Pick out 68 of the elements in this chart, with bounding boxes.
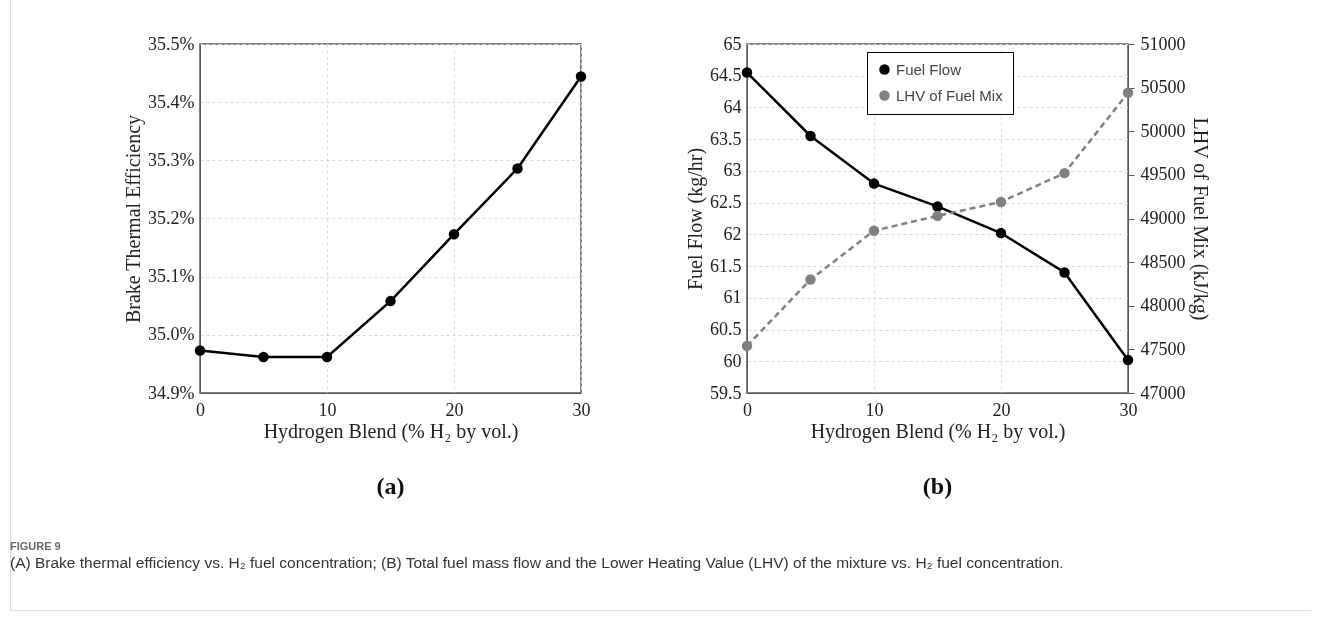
y-tick-label: 61 <box>723 287 742 308</box>
y-tick-label: 64 <box>723 96 742 117</box>
y2-tick-label: 49000 <box>1140 208 1186 228</box>
y-tick-label: 62 <box>723 223 742 244</box>
point <box>321 351 333 363</box>
text: (A) Brake thermal efficiency vs. H₂ fuel concentration; (B) Total fuel mass flow and the Lower Heating Value (LHV) of the mixture vs. H₂ fuel concentration. <box>10 553 1065 573</box>
x-tick-label: 20 <box>992 399 1011 420</box>
y-axis-title: Fuel Flow (kg/hr) <box>684 147 707 291</box>
y-tick-label: 60.5 <box>710 319 742 340</box>
point <box>194 345 206 356</box>
y-tick-label: 65 <box>723 33 742 54</box>
text: (b) <box>922 473 953 499</box>
y-tick-label: 34.9% <box>148 382 195 403</box>
point <box>1059 267 1070 278</box>
x-tick-label: 10 <box>865 399 884 420</box>
point <box>385 295 396 307</box>
y2-axis-title: LHV of Fuel Mix (kJ/kg) <box>1188 117 1212 321</box>
point <box>868 178 880 189</box>
y-tick-label: 35.1% <box>148 266 195 287</box>
point <box>932 210 943 222</box>
y-tick-label: 35.5% <box>148 33 195 54</box>
legend-label: LHV of Fuel Mix <box>896 86 1004 104</box>
y2-tick-label: 50000 <box>1140 120 1186 141</box>
legend-label: Fuel Flow <box>896 60 962 78</box>
y2-tick-label: 48000 <box>1140 295 1186 316</box>
point <box>741 67 753 78</box>
y2-tick-label: 49500 <box>1140 164 1186 185</box>
point <box>1122 354 1134 366</box>
text: (a) <box>376 473 405 499</box>
x-tick-label: 30 <box>1119 399 1138 420</box>
x-axis-title: Hydrogen Blend (% H₂ by vol.) <box>263 419 519 443</box>
point <box>932 201 943 212</box>
y2-tick-label: 50500 <box>1140 77 1186 98</box>
x-tick-label: 20 <box>445 399 464 420</box>
y2-tick-label: 51000 <box>1140 33 1186 54</box>
y-tick-label: 64.5 <box>710 65 742 86</box>
x-axis-title: Hydrogen Blend (% H₂ by vol.) <box>810 419 1066 443</box>
point <box>1059 167 1070 179</box>
y2-tick-label: 47500 <box>1140 338 1186 359</box>
y-tick-label: 35.3% <box>148 149 195 170</box>
y2-tick-label: 48500 <box>1140 251 1186 272</box>
y-tick-label: 63 <box>723 160 742 181</box>
point <box>448 228 460 240</box>
point <box>995 227 1007 239</box>
point <box>741 340 753 352</box>
y-tick-label: 35.2% <box>148 208 195 228</box>
y-axis-title: Brake Thermal Efficiency <box>122 114 146 324</box>
point <box>995 196 1007 208</box>
x-tick-label: 30 <box>572 399 591 420</box>
point <box>575 71 587 82</box>
point <box>512 163 523 174</box>
y-tick-label: 35.4% <box>148 91 195 112</box>
y-tick-label: 59.5 <box>710 382 742 403</box>
y-tick-label: 60 <box>723 350 742 371</box>
point <box>258 351 269 363</box>
point <box>868 225 880 236</box>
y-tick-label: 62.5 <box>710 192 742 213</box>
x-tick-label: 10 <box>318 399 337 420</box>
point <box>1122 87 1134 99</box>
x-tick-label: 0 <box>196 399 205 420</box>
point <box>805 130 816 142</box>
y-tick-label: 35.0% <box>148 324 195 345</box>
y-tick-label: 61.5 <box>710 255 742 276</box>
point <box>805 274 816 285</box>
x-tick-label: 0 <box>743 399 752 420</box>
caption: FIGURE 9 <box>10 540 62 552</box>
y2-tick-label: 47000 <box>1140 382 1186 403</box>
y-tick-label: 63.5 <box>710 128 742 149</box>
